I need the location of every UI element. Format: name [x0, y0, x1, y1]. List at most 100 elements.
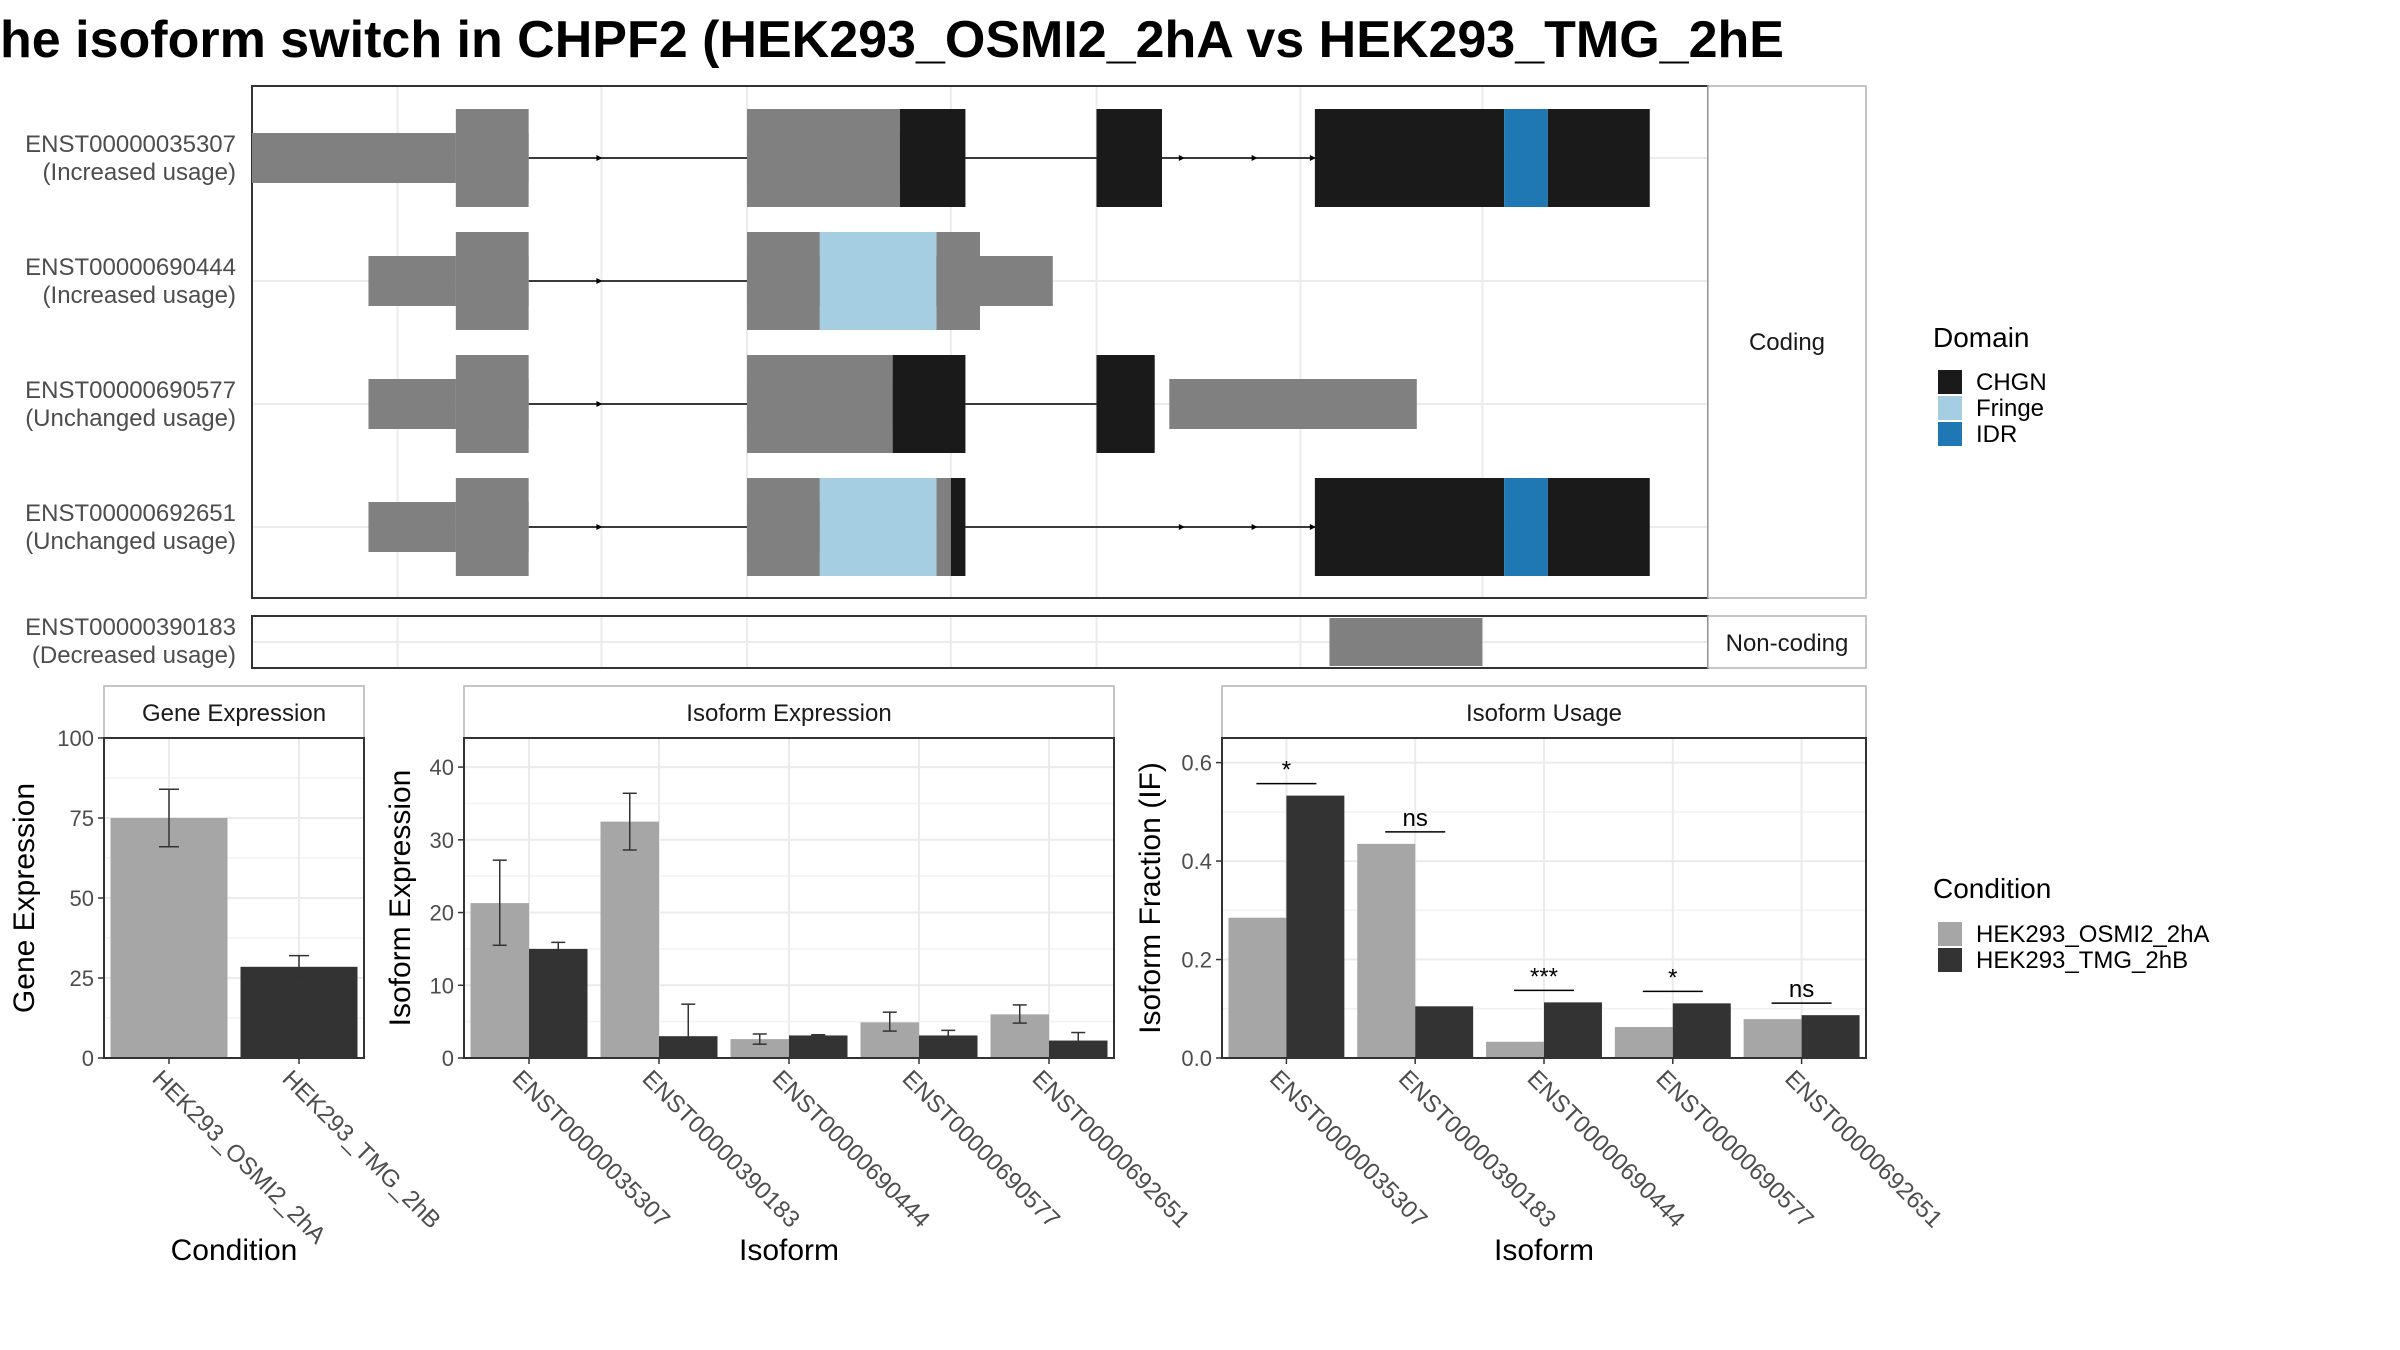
- noncoding-exon-segment: [1329, 618, 1483, 666]
- domain-legend-label: Fringe: [1976, 395, 2044, 422]
- y-tick-label: 0.4: [1181, 849, 1212, 874]
- domain-legend-swatch: [1938, 396, 1962, 420]
- utr-segment: [368, 502, 456, 552]
- cds-segment: [747, 355, 893, 453]
- transcript-structure-panel: ENST00000035307(Increased usage)ENST0000…: [25, 85, 1867, 669]
- transcript-id-label: ENST00000390183: [25, 614, 236, 641]
- strand-arrow: [1251, 155, 1258, 161]
- domain-legend-swatch: [1938, 370, 1962, 394]
- chgn-domain-segment: [899, 109, 966, 207]
- x-axis-title: Condition: [171, 1234, 298, 1267]
- y-axis-title: Isoform Fraction (IF): [1134, 762, 1167, 1034]
- significance-label: ns: [1403, 805, 1428, 832]
- expression-bar-panels: Gene Expression0255075100HEK293_OSMI2_2h…: [8, 685, 1948, 1267]
- y-tick-label: 100: [57, 726, 94, 751]
- noncoding-strip-label: Non-coding: [1726, 630, 1849, 657]
- bar: [1743, 1019, 1802, 1058]
- bar: [1049, 1040, 1108, 1058]
- transcript-usage-label: (Unchanged usage): [25, 405, 236, 432]
- condition-legend-swatch: [1938, 922, 1962, 946]
- chgn-domain-segment: [950, 478, 966, 576]
- bar-panel-1: Gene Expression0255075100HEK293_OSMI2_2h…: [8, 685, 446, 1267]
- domain-legend-swatch: [1938, 422, 1962, 446]
- domain-legend-label: IDR: [1976, 421, 2017, 448]
- chgn-domain-segment: [1096, 355, 1155, 453]
- bar: [919, 1035, 978, 1058]
- bar: [1357, 843, 1416, 1058]
- significance-label: *: [1282, 757, 1291, 784]
- bar: [1544, 1002, 1602, 1058]
- transcript-usage-label: (Unchanged usage): [25, 528, 236, 555]
- condition-legend-title: Condition: [1933, 873, 2051, 904]
- strand-arrow: [596, 278, 603, 284]
- chgn-domain-segment: [1547, 109, 1650, 207]
- transcript-usage-label: (Increased usage): [43, 282, 236, 309]
- fringe-domain-segment: [819, 232, 937, 330]
- panel-strip: [1221, 685, 1867, 739]
- transcript-id-label: ENST00000035307: [25, 131, 236, 158]
- bar: [529, 948, 588, 1058]
- fringe-domain-segment: [819, 478, 937, 576]
- strand-arrow: [1178, 155, 1185, 161]
- y-tick-label: 0.0: [1181, 1046, 1212, 1071]
- bar-panel-2: Isoform Expression010203040ENST000000353…: [384, 685, 1195, 1267]
- y-tick-label: 0.6: [1181, 751, 1212, 776]
- bar: [1614, 1026, 1673, 1058]
- y-axis-title: Isoform Expression: [384, 770, 417, 1027]
- cds-segment: [455, 355, 529, 453]
- transcript-id-label: ENST00000690444: [25, 254, 236, 281]
- cds-segment: [455, 109, 529, 207]
- bar: [730, 1039, 789, 1058]
- bar: [1286, 795, 1345, 1058]
- transcript-id-label: ENST00000690577: [25, 377, 236, 404]
- domain-legend-label: CHGN: [1976, 369, 2047, 396]
- panel-title: Gene Expression: [142, 700, 326, 727]
- coding-strip: [1707, 85, 1867, 599]
- chgn-domain-segment: [1314, 478, 1505, 576]
- cds-segment: [936, 478, 951, 576]
- strand-arrow: [1309, 155, 1316, 161]
- strand-arrow: [596, 155, 603, 161]
- significance-label: ns: [1789, 976, 1814, 1003]
- utr-segment: [1169, 379, 1417, 429]
- chgn-domain-segment: [1096, 109, 1162, 207]
- utr-segment: [252, 133, 456, 183]
- bar: [1228, 917, 1287, 1058]
- chgn-domain-segment: [1547, 478, 1650, 576]
- y-axis-title: Gene Expression: [8, 783, 41, 1013]
- strand-arrow: [1251, 524, 1258, 530]
- utr-segment: [368, 256, 456, 306]
- cds-segment: [455, 478, 529, 576]
- panel-title: Isoform Usage: [1466, 700, 1622, 727]
- cds-segment: [747, 478, 820, 576]
- figure-title: he isoform switch in CHPF2 (HEK293_OSMI2…: [0, 11, 1784, 69]
- bar: [1486, 1041, 1544, 1058]
- strand-arrow: [1309, 524, 1316, 530]
- y-tick-label: 0: [82, 1046, 94, 1071]
- condition-legend-label: HEK293_TMG_2hB: [1976, 947, 2188, 974]
- bar: [1801, 1015, 1860, 1058]
- y-tick-label: 25: [70, 966, 94, 991]
- panel-border: [103, 737, 365, 1059]
- bar: [240, 966, 358, 1058]
- transcript-usage-label: (Increased usage): [43, 159, 236, 186]
- condition-legend-swatch: [1938, 948, 1962, 972]
- bar: [789, 1035, 848, 1058]
- cds-segment: [455, 232, 529, 330]
- y-tick-label: 20: [430, 901, 454, 926]
- y-tick-label: 40: [430, 755, 454, 780]
- strand-arrow: [596, 401, 603, 407]
- bar: [1672, 1003, 1731, 1058]
- y-tick-label: 0.2: [1181, 948, 1212, 973]
- y-tick-label: 75: [70, 806, 94, 831]
- chgn-domain-segment: [1314, 109, 1505, 207]
- cds-segment: [747, 109, 900, 207]
- idr-domain-segment: [1504, 478, 1548, 576]
- panel-title: Isoform Expression: [686, 700, 891, 727]
- strand-arrow: [596, 524, 603, 530]
- panel-strip: [103, 685, 365, 739]
- y-tick-label: 10: [430, 973, 454, 998]
